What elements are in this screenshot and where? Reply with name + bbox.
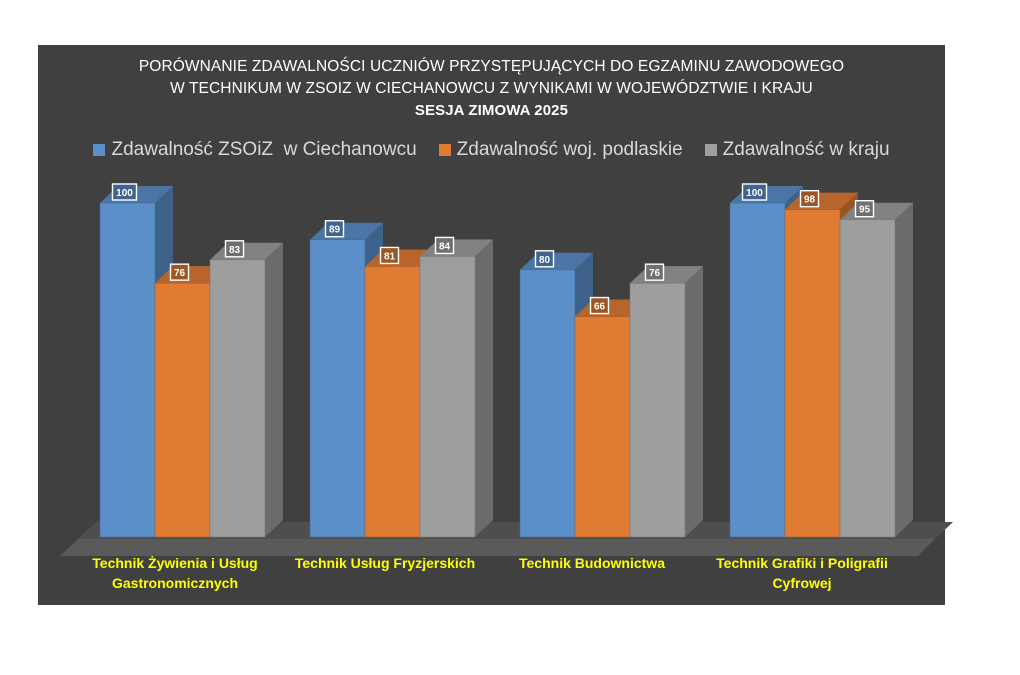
data-label-box bbox=[169, 263, 190, 281]
bar-side bbox=[685, 266, 703, 537]
category-label-2: Technik Usług Fryzjerskich bbox=[294, 555, 476, 571]
bar-front bbox=[574, 316, 631, 538]
data-label-2-cat-2: 81 bbox=[379, 246, 400, 265]
category-label-1: Technik Żywienia i Usług Gastronomicznyc… bbox=[92, 555, 258, 591]
data-label-box bbox=[799, 189, 820, 208]
data-label-box bbox=[741, 183, 768, 201]
legend-label-country: Zdawalność w kraju bbox=[722, 139, 890, 160]
bar-front bbox=[209, 259, 266, 538]
legend-item-school: Zdawalność ZSOiZ w Ciechanowcu bbox=[93, 139, 417, 161]
data-label-text: 83 bbox=[229, 245, 241, 256]
data-label-text: 89 bbox=[329, 225, 341, 236]
data-label-text: 80 bbox=[539, 255, 551, 266]
data-label-box bbox=[434, 236, 455, 255]
data-label-1-cat-4: 100 bbox=[741, 183, 768, 201]
bar-side bbox=[895, 202, 913, 537]
legend-label-province: Zdawalność woj. podlaskie bbox=[456, 139, 683, 160]
bar-front bbox=[784, 209, 841, 538]
data-label-box bbox=[379, 246, 400, 265]
legend-swatch-country bbox=[704, 144, 717, 156]
bar-3-cat-4 bbox=[839, 202, 913, 538]
data-label-text: 66 bbox=[594, 302, 606, 313]
bar-front bbox=[629, 282, 686, 538]
data-label-2-cat-3: 66 bbox=[589, 296, 610, 315]
bar-front bbox=[99, 202, 156, 538]
data-label-box bbox=[589, 296, 610, 315]
data-label-3-cat-4: 95 bbox=[854, 199, 875, 218]
data-label-2-cat-4: 98 bbox=[799, 189, 820, 208]
data-label-text: 84 bbox=[439, 241, 451, 252]
data-label-text: 98 bbox=[804, 195, 816, 206]
data-label-text: 76 bbox=[649, 268, 661, 279]
legend: Zdawalność ZSOiZ w Ciechanowcu Zdawalnoś… bbox=[38, 139, 945, 161]
data-label-1-cat-2: 89 bbox=[324, 220, 345, 238]
data-label-box bbox=[644, 263, 665, 281]
data-label-box bbox=[224, 240, 245, 258]
bar-side bbox=[265, 242, 283, 537]
bar-front bbox=[364, 266, 421, 538]
chart-title-line-1: PORÓWNANIE ZDAWALNOŚCI UCZNIÓW PRZYSTĘPU… bbox=[138, 58, 845, 75]
data-label-box bbox=[534, 250, 555, 268]
legend-swatch-province bbox=[438, 144, 451, 156]
chart-subtitle: SESJA ZIMOWA 2025 bbox=[414, 102, 569, 119]
data-label-box bbox=[854, 199, 875, 218]
data-label-text: 76 bbox=[174, 268, 186, 279]
bar-front bbox=[154, 282, 211, 538]
floor-plane bbox=[60, 539, 935, 556]
bar-front bbox=[419, 256, 476, 538]
data-label-box bbox=[111, 183, 138, 201]
bar-side bbox=[475, 239, 493, 537]
bar-front bbox=[729, 202, 786, 538]
bar-front bbox=[519, 269, 576, 538]
data-label-3-cat-3: 76 bbox=[644, 263, 665, 281]
bar-3-cat-1 bbox=[209, 242, 283, 538]
bar-3-cat-3 bbox=[629, 266, 703, 538]
bars bbox=[99, 186, 913, 538]
bar-front bbox=[839, 219, 896, 538]
data-label-3-cat-1: 83 bbox=[224, 240, 245, 258]
legend-label-school: Zdawalność ZSOiZ w Ciechanowcu bbox=[111, 139, 417, 160]
legend-item-province: Zdawalność woj. podlaskie bbox=[438, 139, 683, 161]
data-label-1-cat-1: 100 bbox=[111, 183, 138, 201]
bar-3-cat-2 bbox=[419, 239, 493, 538]
data-label-text: 81 bbox=[384, 251, 396, 262]
bar-front bbox=[309, 239, 366, 538]
data-labels: 100 76 83 89 81 84 80 66 76 100 98 95 bbox=[111, 183, 875, 315]
legend-item-country: Zdawalność w kraju bbox=[704, 139, 890, 161]
data-label-2-cat-1: 76 bbox=[169, 263, 190, 281]
data-label-text: 100 bbox=[746, 188, 763, 199]
category-label-3: Technik Budownictwa bbox=[519, 555, 665, 571]
category-label-4: Technik Grafiki i Poligrafii Cyfrowej bbox=[716, 555, 888, 591]
data-label-box bbox=[324, 220, 345, 238]
data-label-1-cat-3: 80 bbox=[534, 250, 555, 268]
data-label-3-cat-2: 84 bbox=[434, 236, 455, 255]
data-label-text: 100 bbox=[116, 188, 133, 199]
data-label-text: 95 bbox=[859, 205, 871, 216]
chart-title-line-2: W TECHNIKUM W ZSOIZ W CIECHANOWCU Z WYNI… bbox=[170, 80, 813, 97]
legend-swatch-school bbox=[93, 144, 106, 156]
